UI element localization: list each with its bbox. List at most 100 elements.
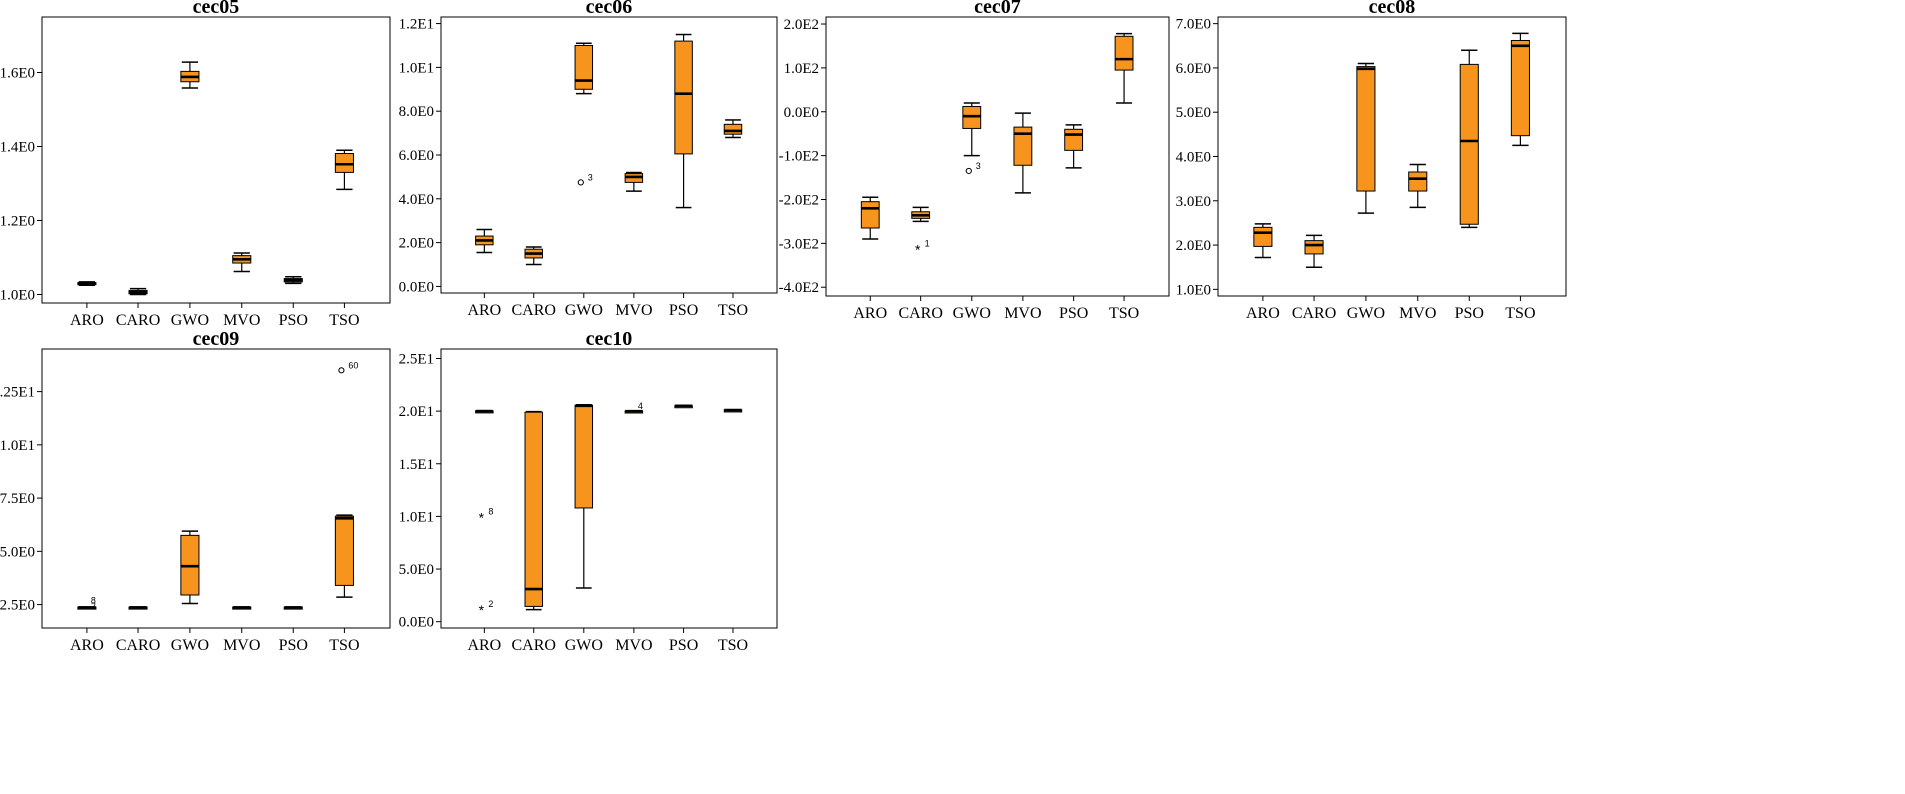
- iqr-box: [574, 404, 594, 509]
- x-tick-label: GWO: [171, 312, 209, 329]
- x-tick-label: TSO: [718, 637, 748, 654]
- box-MVO: [1013, 112, 1033, 194]
- outlier-circle: [338, 367, 345, 374]
- outlier-label: 3: [976, 161, 981, 171]
- chart-title: cec10: [586, 328, 633, 350]
- x-tick-label: MVO: [223, 637, 260, 654]
- iqr-box: [1013, 126, 1033, 166]
- x-tick-label: GWO: [565, 637, 603, 654]
- chart-title: cec09: [193, 328, 240, 350]
- y-tick-label: 0.0E0: [784, 105, 819, 121]
- chart-cec10: cec10 0.0E0 5.0E0 1.0E1 1.5E1 2.0E1 2.5E1 ARO CA…: [399, 328, 778, 654]
- box-TSO: [1510, 32, 1530, 147]
- box-ARO: [475, 228, 494, 254]
- iqr-box: [1304, 240, 1324, 255]
- y-tick-label: 4.0E0: [1176, 150, 1211, 166]
- box-CARO: [128, 287, 148, 296]
- extreme-star: *: [479, 509, 485, 525]
- box-ARO: [77, 606, 97, 610]
- y-tick-label: -4.0E2: [779, 280, 819, 296]
- box-GWO: [574, 42, 594, 95]
- box-CARO: [1304, 234, 1324, 268]
- x-tick-label: MVO: [615, 302, 652, 319]
- y-tick-label: -1.0E2: [779, 149, 819, 165]
- box-ARO: [860, 196, 880, 240]
- outlier-circle: [965, 167, 972, 175]
- iqr-box: [1114, 35, 1134, 71]
- y-tick-label: 2.5E1: [399, 351, 434, 367]
- x-tick-label: ARO: [853, 305, 887, 322]
- iqr-box: [1408, 171, 1428, 192]
- x-tick-label: CARO: [1292, 305, 1336, 322]
- x-tick-label: ARO: [1246, 305, 1280, 322]
- chart-cec07: cec07 -4.0E2 -3.0E2 -2.0E2 -1.0E2 0.0E0 1.0E2 2…: [779, 0, 1170, 322]
- box-CARO: [524, 246, 543, 266]
- y-tick-label: 2.0E1: [399, 404, 434, 420]
- y-tick-label: 2.0E0: [1176, 238, 1211, 254]
- box-TSO: [334, 149, 354, 191]
- iqr-box: [1064, 128, 1084, 151]
- box-PSO: [674, 404, 693, 409]
- box-MVO: [232, 252, 252, 273]
- outlier-label: 2: [488, 599, 493, 609]
- plot-frame: [825, 16, 1170, 297]
- outlier-circle: [577, 179, 584, 186]
- box-PSO: [283, 606, 303, 610]
- y-tick-label: 6.0E0: [399, 148, 434, 164]
- plot-frame: [41, 348, 391, 629]
- x-tick-label: CARO: [116, 637, 160, 654]
- box-PSO: [1064, 124, 1084, 169]
- x-tick-label: PSO: [279, 312, 308, 329]
- iqr-box: [524, 411, 543, 607]
- y-tick-label: 1.0E0: [0, 287, 35, 303]
- y-tick-label: 1.0E1: [399, 509, 434, 525]
- box-ARO: [1253, 223, 1273, 259]
- chart-title: cec08: [1369, 0, 1416, 18]
- x-tick-label: GWO: [1347, 305, 1385, 322]
- plot-frame: [41, 16, 391, 304]
- y-tick-label: 7.0E0: [1176, 17, 1211, 33]
- x-tick-label: TSO: [329, 312, 359, 329]
- outlier-label: 4: [638, 401, 643, 411]
- y-tick-label: 1.0E1: [399, 60, 434, 76]
- y-tick-label: 1.25E1: [0, 385, 35, 401]
- box-PSO: [283, 275, 303, 285]
- iqr-box: [674, 40, 693, 155]
- box-GWO: [180, 530, 200, 605]
- x-tick-label: ARO: [70, 312, 104, 329]
- extreme-star: *: [915, 242, 921, 258]
- x-tick-label: TSO: [329, 637, 359, 654]
- x-tick-label: GWO: [171, 637, 209, 654]
- box-GWO: [180, 61, 200, 89]
- y-tick-label: 1.6E0: [0, 65, 35, 81]
- x-tick-label: CARO: [512, 302, 556, 319]
- box-TSO: [723, 408, 743, 413]
- box-GWO: [574, 404, 594, 589]
- y-tick-label: -3.0E2: [779, 236, 819, 252]
- extreme-star: *: [479, 602, 485, 618]
- x-tick-label: MVO: [223, 312, 260, 329]
- outlier-label: 3: [588, 172, 593, 182]
- box-MVO: [624, 171, 644, 192]
- chart-cec05: cec05 1.0E0 1.2E0 1.4E0 1.6E0 ARO CARO GWO MVO PS…: [0, 0, 391, 329]
- x-tick-label: ARO: [467, 302, 501, 319]
- iqr-box: [574, 44, 594, 90]
- y-tick-label: 5.0E0: [1176, 105, 1211, 121]
- y-tick-label: 1.0E2: [784, 61, 819, 77]
- iqr-box: [334, 515, 354, 586]
- x-tick-label: ARO: [70, 637, 104, 654]
- iqr-box: [1510, 39, 1530, 137]
- chart-cec06: cec06 0.0E0 2.0E0 4.0E0 6.0E0 8.0E0 1.0E1 1.2E1…: [399, 0, 778, 319]
- box-PSO: [674, 33, 693, 209]
- x-tick-label: MVO: [1004, 305, 1041, 322]
- y-tick-label: 4.0E0: [399, 192, 434, 208]
- x-tick-label: PSO: [1455, 305, 1484, 322]
- outlier-label: 1: [925, 239, 930, 249]
- chart-cec09: cec09 2.5E0 5.0E0 7.5E0 1.0E1 1.25E1 ARO CARO GW…: [0, 328, 391, 654]
- box-CARO: [911, 206, 931, 223]
- x-tick-label: MVO: [1399, 305, 1436, 322]
- y-tick-label: 6.0E0: [1176, 61, 1211, 77]
- y-tick-label: 8.0E0: [399, 104, 434, 120]
- x-tick-label: PSO: [669, 302, 698, 319]
